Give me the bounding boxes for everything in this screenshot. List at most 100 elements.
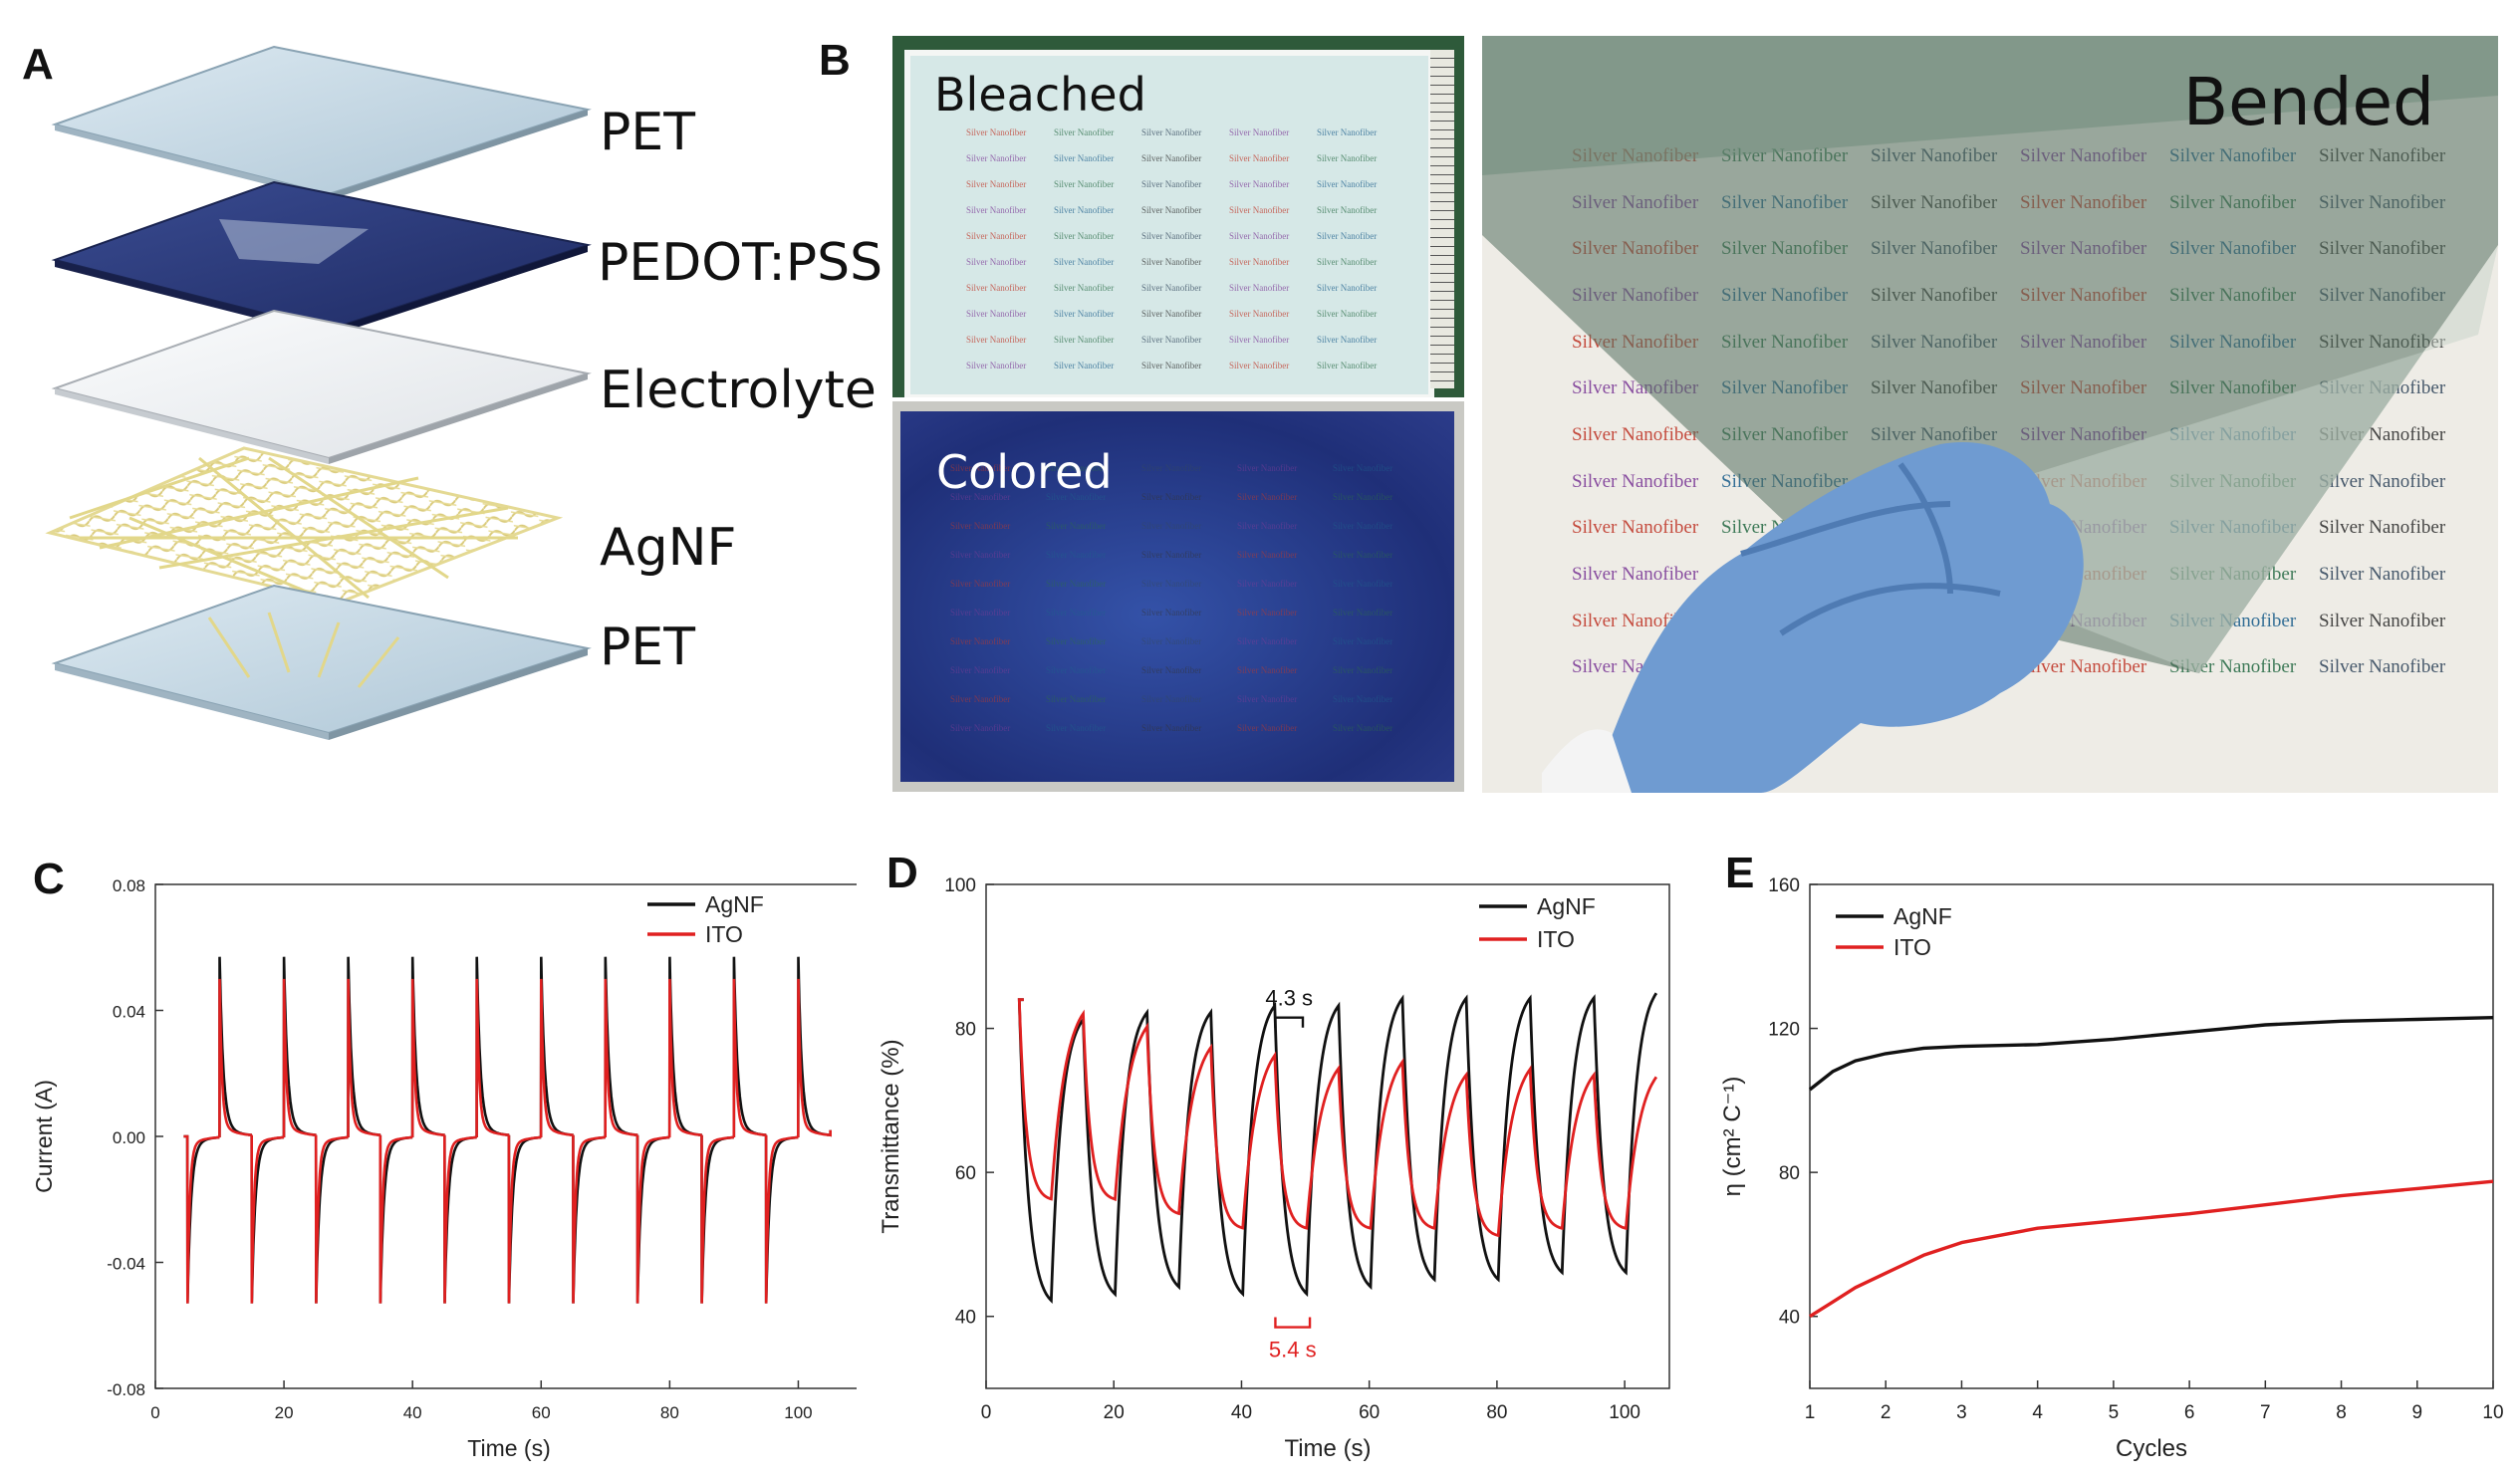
glove-icon: [1592, 442, 2084, 793]
x-tick-label: 40: [403, 1403, 422, 1422]
x-tick-label: 100: [784, 1403, 812, 1422]
sheet-text: Silver Nanofiber: [1141, 463, 1202, 473]
sheet-text: Silver Nanofiber: [1317, 179, 1378, 189]
sheet-text: Silver Nanofiber: [1237, 723, 1298, 733]
sheet-text: Silver Nanofiber: [1141, 309, 1202, 319]
y-axis-label: η (cm² C⁻¹): [1719, 1077, 1746, 1197]
sheet-text: Silver Nanofiber: [1317, 309, 1378, 319]
sheet-text: Silver Nanofiber: [950, 550, 1011, 560]
sheet-text: Silver Nanofiber: [1229, 179, 1290, 189]
sheet-text: Silver Nanofiber: [1054, 231, 1115, 241]
sheet-text: Silver Nanofiber: [950, 636, 1011, 646]
bended-label: Bended: [2182, 64, 2434, 140]
x-tick-label: 2: [1881, 1402, 1891, 1423]
chart-c-current: 0 20 40 60 80 100 -0.08 -0.04 0.00 0.04 0.08 Time (…: [31, 876, 857, 1461]
sheet-text: Silver Nanofiber: [1229, 257, 1290, 267]
series-line-agnf: [1808, 1016, 2494, 1092]
x-axis-label: Time (s): [467, 1435, 550, 1461]
sheet-text: Silver Nanofiber: [950, 579, 1011, 589]
sheet-text: Silver Nanofiber: [950, 723, 1011, 733]
sheet-text: Silver Nanofiber: [1054, 179, 1115, 189]
sheet-text: Silver Nanofiber: [1333, 463, 1393, 473]
sheet-text: Silver Nanofiber: [950, 694, 1011, 704]
sheet-text: Silver Nanofiber: [1237, 694, 1298, 704]
x-tick-label: 6: [2184, 1402, 2195, 1423]
sheet-text: Silver Nanofiber: [1237, 463, 1298, 473]
y-tick-label: 60: [955, 1163, 976, 1184]
layer-electrolyte: [51, 309, 592, 464]
layer-pedot: [51, 180, 592, 337]
legend-label-ito: ITO: [1893, 934, 1931, 960]
sheet-text: Silver Nanofiber: [1317, 153, 1378, 163]
x-tick-label: 5: [2109, 1402, 2120, 1423]
sheet-text: Silver Nanofiber: [1333, 665, 1393, 675]
sheet-text: Silver Nanofiber: [1333, 521, 1393, 531]
sheet-text: Silver Nanofiber: [1572, 470, 1699, 492]
bleached-text-grid: Silver Nanofiber Silver Nanofiber Silver N…: [966, 127, 1404, 386]
ruler: [1430, 50, 1454, 388]
sheet-text: Silver Nanofiber: [2319, 517, 2446, 539]
x-tick-label: 7: [2260, 1402, 2271, 1423]
photo-bleached: Silver Nanofiber Silver Nanofiber Silver N…: [892, 36, 1464, 397]
sheet-text: Silver Nanofiber: [1141, 361, 1202, 371]
sheet-text: Silver Nanofiber: [1054, 205, 1115, 215]
x-tick-label: 9: [2411, 1402, 2422, 1423]
sheet-text: Silver Nanofiber: [1046, 492, 1107, 502]
sheet-text: Silver Nanofiber: [1141, 636, 1202, 646]
layer-pet-bottom: [51, 584, 592, 740]
y-tick-label: 80: [1779, 1163, 1800, 1184]
sheet-text: Silver Nanofiber: [1046, 665, 1107, 675]
sheet-text: Silver Nanofiber: [1572, 517, 1699, 539]
sheet-text: Silver Nanofiber: [1333, 694, 1393, 704]
sheet-text: Silver Nanofiber: [1046, 723, 1107, 733]
sheet-text: Silver Nanofiber: [1141, 521, 1202, 531]
sheet-text: Silver Nanofiber: [2319, 656, 2446, 678]
sheet-text: Silver Nanofiber: [1317, 127, 1378, 137]
sheet-text: Silver Nanofiber: [1141, 579, 1202, 589]
sheet-text: Silver Nanofiber: [1141, 283, 1202, 293]
y-tick-label: 80: [955, 1020, 976, 1041]
sheet-text: Silver Nanofiber: [1317, 283, 1378, 293]
chart-d-transmittance: 0 20 40 60 80 100 40 60 80 100 Time (s) Transmittan…: [878, 875, 1670, 1462]
x-tick-label: 10: [2482, 1402, 2503, 1423]
series-line-ito: [183, 978, 832, 1304]
sheet-text: Silver Nanofiber: [1046, 550, 1107, 560]
sheet-text: Silver Nanofiber: [966, 283, 1027, 293]
sheet-text: Silver Nanofiber: [1317, 335, 1378, 345]
layer-label-electrolyte: Electrolyte: [600, 361, 877, 420]
photo-colored: Silver Nanofiber Silver Nanofiber Silver N…: [892, 401, 1464, 792]
y-tick-label: 0.08: [113, 876, 145, 895]
sheet-text: Silver Nanofiber: [1046, 521, 1107, 531]
panel-label-b: B: [819, 36, 851, 85]
sheet-text: Silver Nanofiber: [1141, 550, 1202, 560]
sheet-text: Silver Nanofiber: [1229, 309, 1290, 319]
sheet-text: Silver Nanofiber: [2319, 610, 2446, 631]
legend-label-agnf: AgNF: [1893, 903, 1952, 929]
legend-label-ito: ITO: [705, 921, 743, 947]
sheet-text: Silver Nanofiber: [966, 127, 1027, 137]
sheet-text: Silver Nanofiber: [1046, 636, 1107, 646]
sheet-text: Silver Nanofiber: [1317, 257, 1378, 267]
y-tick-label: 40: [1779, 1308, 1800, 1329]
sheet-text: Silver Nanofiber: [1141, 492, 1202, 502]
colored-text-grid: Silver Nanofiber Silver Nanofiber Silver N…: [950, 463, 1428, 752]
plot-frame: [1809, 883, 2494, 1389]
legend-label-agnf: AgNF: [705, 891, 764, 917]
legend-label-ito: ITO: [1537, 926, 1575, 952]
annotation-label: 4.3 s: [1265, 986, 1313, 1011]
sheet-text: Silver Nanofiber: [1054, 153, 1115, 163]
panel-label-a: A: [22, 40, 54, 89]
series-line-ito: [1017, 998, 1658, 1238]
sheet-text: Silver Nanofiber: [950, 463, 1011, 473]
sheet-text: Silver Nanofiber: [2020, 656, 2147, 678]
sheet-text: Silver Nanofiber: [1054, 127, 1115, 137]
sheet-text: Silver Nanofiber: [966, 205, 1027, 215]
sheet-text: Silver Nanofiber: [1229, 127, 1290, 137]
x-tick-label: 40: [1231, 1402, 1252, 1423]
sheet-text: Silver Nanofiber: [1333, 723, 1393, 733]
sheet-text: Silver Nanofiber: [1141, 179, 1202, 189]
sheet-text: Silver Nanofiber: [1046, 463, 1107, 473]
y-axis-label: Transmittance (%): [878, 1039, 904, 1233]
bended-film-and-glove: [1482, 36, 2498, 793]
sheet-text: Silver Nanofiber: [2319, 564, 2446, 585]
